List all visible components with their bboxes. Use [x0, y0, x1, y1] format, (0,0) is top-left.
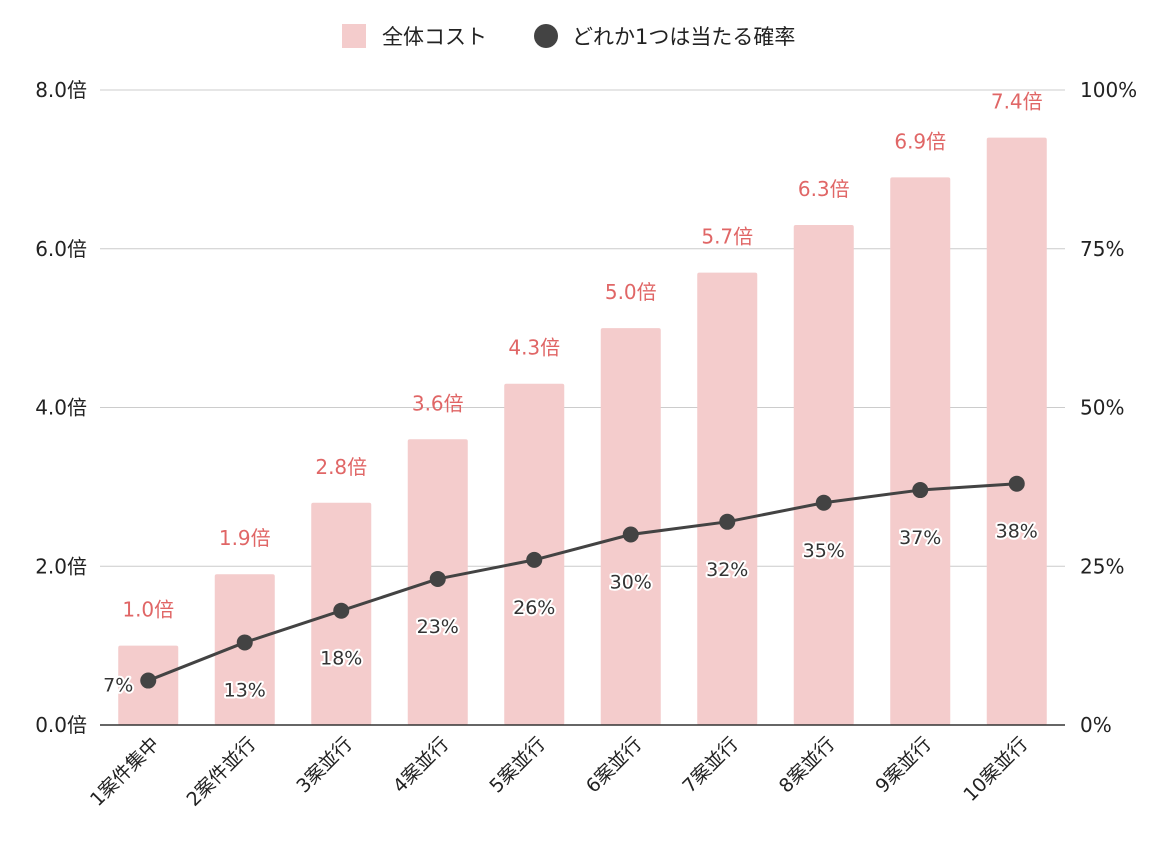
x-category-label: 5案並行	[485, 733, 549, 797]
line-point	[526, 551, 543, 568]
bar-value-label: 6.9倍	[894, 129, 946, 153]
line-point	[719, 513, 736, 530]
line-value-label: 30%	[610, 572, 652, 594]
y-left-tick-label: 8.0倍	[35, 78, 87, 102]
x-category-label: 2案件並行	[182, 733, 260, 811]
bar-value-label: 1.0倍	[122, 598, 174, 622]
line-value-label: 18%	[320, 648, 362, 670]
line-point	[236, 634, 253, 651]
bar	[793, 224, 854, 725]
bar	[890, 177, 951, 725]
line-value-label: 32%	[706, 559, 748, 581]
line-point	[1008, 475, 1025, 492]
bar-value-label: 3.6倍	[412, 391, 464, 415]
y-right-tick-label: 50%	[1080, 396, 1124, 420]
line-point	[815, 494, 832, 511]
y-right-tick-label: 75%	[1080, 237, 1124, 261]
y-right-tick-label: 100%	[1080, 78, 1137, 102]
data-labels: 1.0倍 1.9倍 2.8倍 3.6倍 4.3倍 5.0倍 5.7倍 6.3倍 6.9倍 7.4倍…	[101, 90, 1043, 704]
bar-value-label: 5.7倍	[701, 225, 753, 249]
x-category-label: 8案並行	[775, 733, 839, 797]
bar	[986, 137, 1047, 725]
bar-value-label: 1.9倍	[219, 526, 271, 550]
legend-label-bar: 全体コスト	[382, 25, 487, 49]
y-left-tick-label: 0.0倍	[35, 713, 87, 737]
legend-label-line: どれか1つは当たる確率	[572, 25, 795, 49]
legend-swatch-bar	[342, 24, 366, 48]
line-point	[140, 672, 157, 689]
x-category-label: 10案並行	[959, 733, 1032, 806]
line-value-label: 23%	[417, 616, 459, 638]
y-left-tick-label: 2.0倍	[35, 554, 87, 578]
line-point	[429, 570, 446, 587]
x-category-label: 6案並行	[582, 733, 646, 797]
line-value-label: 38%	[996, 521, 1038, 543]
line-value-label: 37%	[899, 527, 941, 549]
axes: 0.0倍 2.0倍 4.0倍 6.0倍 8.0倍 0% 25% 50% 75% 100% 1案件集中…	[35, 78, 1137, 811]
line-point	[912, 482, 929, 499]
x-category-label: 9案並行	[871, 733, 935, 797]
y-left-tick-label: 4.0倍	[35, 396, 87, 420]
legend-swatch-line	[534, 24, 558, 48]
line-value-label: 7%	[103, 675, 133, 697]
legend: 全体コスト どれか1つは当たる確率	[342, 24, 795, 49]
bar-value-label: 2.8倍	[315, 455, 367, 479]
y-right-tick-label: 0%	[1080, 713, 1112, 737]
x-category-label: 3案並行	[292, 733, 356, 797]
line-value-label: 26%	[513, 597, 555, 619]
line-series	[140, 475, 1025, 689]
line-value-label: 13%	[224, 679, 266, 701]
y-left-tick-label: 6.0倍	[35, 237, 87, 261]
bar-value-label: 5.0倍	[605, 280, 657, 304]
bar	[697, 272, 758, 725]
line-point	[622, 526, 639, 543]
x-category-label: 4案並行	[389, 733, 453, 797]
line-value-label: 35%	[803, 540, 845, 562]
x-category-label: 7案並行	[678, 733, 742, 797]
y-right-tick-label: 25%	[1080, 554, 1124, 578]
bar-value-label: 7.4倍	[991, 90, 1043, 114]
bar-value-label: 4.3倍	[508, 336, 560, 360]
line-path	[147, 482, 1017, 682]
line-point	[333, 602, 350, 619]
bar-value-label: 6.3倍	[798, 177, 850, 201]
x-category-label: 1案件集中	[86, 733, 164, 811]
